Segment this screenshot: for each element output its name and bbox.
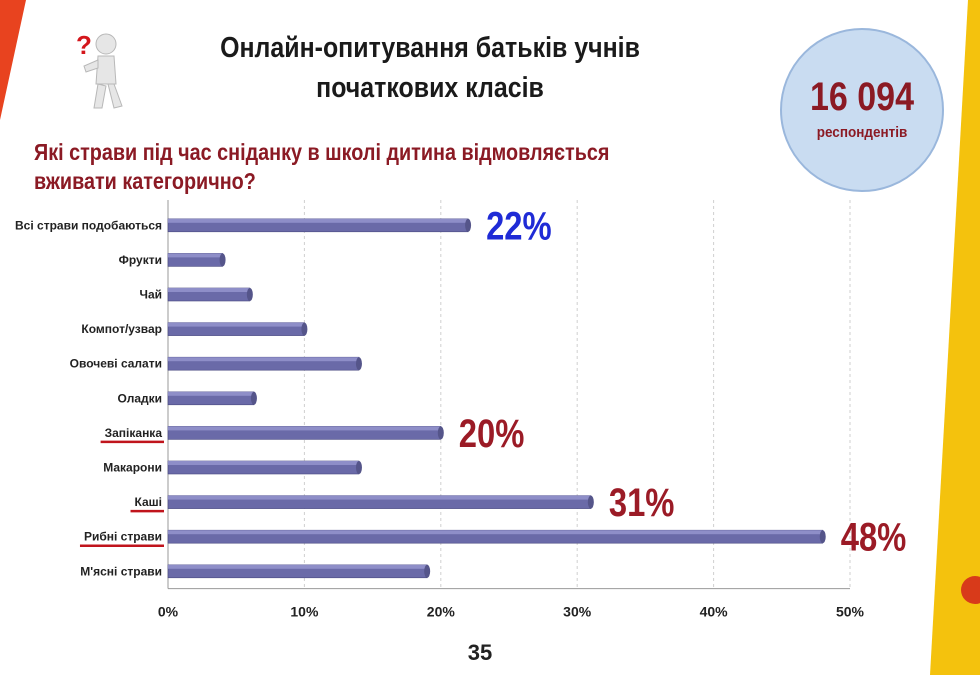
x-tick-label: 10% xyxy=(290,604,319,620)
category-label: Запіканка xyxy=(105,426,163,440)
question-line-1: Які страви під час сніданку в школі дити… xyxy=(34,139,610,165)
title-line-1: Онлайн-опитування батьків учнів xyxy=(220,32,640,64)
bar-highlight xyxy=(168,288,250,292)
bar-end-cap xyxy=(355,357,362,371)
bar-end-cap xyxy=(355,461,362,474)
page-title: Онлайн-опитування батьків учнів початков… xyxy=(189,28,671,108)
data-label: 31% xyxy=(609,480,675,525)
category-label: Овочеві салати xyxy=(70,357,162,371)
respondents-count: 16 094 xyxy=(810,75,914,119)
right-accent-shape xyxy=(930,0,980,675)
survey-question: Які страви під час сніданку в школі дити… xyxy=(34,138,653,196)
left-accent-shape xyxy=(0,0,26,120)
bar-end-cap xyxy=(246,288,253,301)
data-label: 48% xyxy=(841,515,907,560)
bar-end-cap xyxy=(437,426,444,440)
bar-highlight xyxy=(168,426,441,431)
category-label: Чай xyxy=(140,288,162,302)
x-tick-label: 30% xyxy=(563,604,592,620)
x-tick-label: 20% xyxy=(427,604,456,620)
question-figure-icon: ? xyxy=(76,30,123,109)
bar-highlight xyxy=(168,253,223,258)
question-line-2: вживати категорично? xyxy=(34,168,256,194)
bar-highlight xyxy=(168,495,591,500)
bar-highlight xyxy=(168,391,254,396)
bar-end-cap xyxy=(465,218,472,232)
bar-end-cap xyxy=(424,564,431,578)
svg-text:?: ? xyxy=(76,30,92,60)
respondents-badge: 16 094 респондентів xyxy=(780,28,944,192)
category-label: Макарони xyxy=(103,461,162,475)
x-tick-label: 50% xyxy=(836,604,865,620)
category-label: М'ясні страви xyxy=(80,564,162,578)
category-label: Компот/узвар xyxy=(81,322,162,336)
bar-end-cap xyxy=(819,530,826,544)
bar-end-cap xyxy=(250,391,257,405)
bar-end-cap xyxy=(219,253,226,267)
category-label: Всі страви подобаються xyxy=(15,218,162,232)
title-line-2: початкових класів xyxy=(316,72,544,104)
bar-highlight xyxy=(168,357,359,362)
page-number: 35 xyxy=(467,640,493,665)
bar-highlight xyxy=(168,322,305,327)
data-label: 20% xyxy=(459,411,525,456)
category-label: Фрукти xyxy=(119,253,162,267)
category-label: Рибні страви xyxy=(84,530,162,544)
bar-highlight xyxy=(168,530,823,535)
category-label: Каші xyxy=(135,495,162,509)
category-label: Оладки xyxy=(118,391,162,405)
respondents-label: респондентів xyxy=(816,124,908,141)
bar-highlight xyxy=(168,461,359,465)
x-tick-label: 40% xyxy=(700,604,729,620)
bar-end-cap xyxy=(587,495,594,509)
bar-end-cap xyxy=(301,322,308,336)
bar-highlight xyxy=(168,564,428,569)
bar-highlight xyxy=(168,218,469,223)
x-tick-label: 0% xyxy=(158,604,179,620)
data-label: 22% xyxy=(486,203,552,248)
